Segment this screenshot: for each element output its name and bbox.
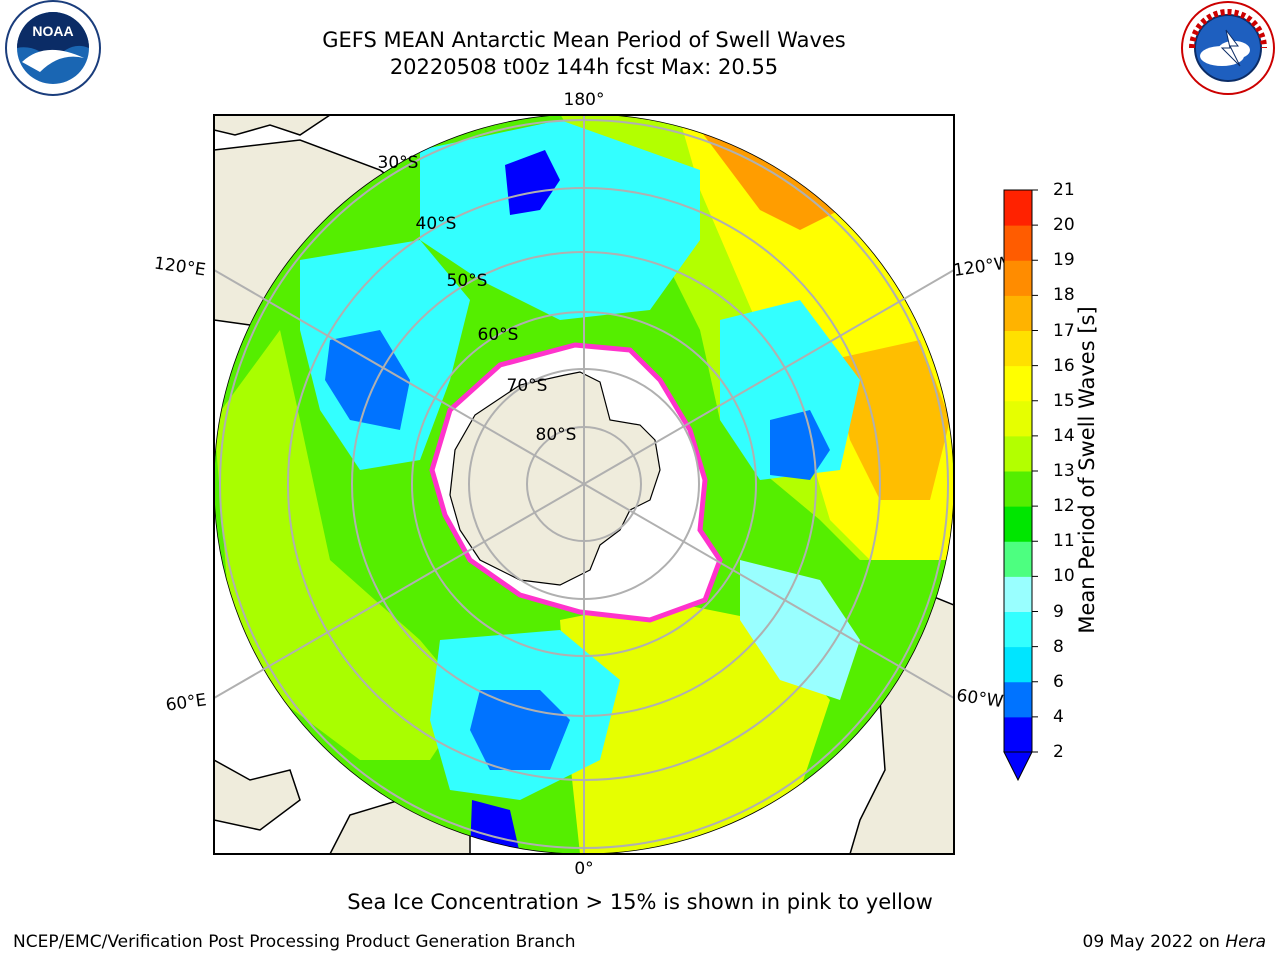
colorbar-segment xyxy=(1004,716,1032,753)
lat-label-80s: 80°S xyxy=(536,425,577,445)
colorbar-segment xyxy=(1004,330,1032,367)
footer-host: Hera xyxy=(1225,932,1266,952)
footer-credit: NCEP/EMC/Verification Post Processing Pr… xyxy=(13,932,576,952)
colorbar-segment xyxy=(1004,225,1032,261)
footer-date: 09 May 2022 on Hera xyxy=(1083,932,1267,952)
colorbar-tick-label: 4 xyxy=(1053,706,1064,727)
map-plot-area: 30°S 40°S 50°S 60°S 70°S 80°S xyxy=(214,115,954,854)
footer-date-text: 09 May 2022 on xyxy=(1082,932,1220,952)
colorbar-tick-label: 11 xyxy=(1053,531,1075,552)
colorbar-segment xyxy=(1004,295,1032,331)
lon-label-60e: 60°E xyxy=(165,690,208,715)
colorbar-tick-label: 18 xyxy=(1053,285,1075,306)
colorbar-tick-label: 16 xyxy=(1053,355,1075,376)
lat-label-30s: 30°S xyxy=(378,153,419,173)
lon-label-120w: 120°W xyxy=(952,253,1012,281)
title-line-2: 20220508 t00z 144h fcst Max: 20.55 xyxy=(389,55,779,79)
colorbar-tick-label: 13 xyxy=(1053,461,1075,481)
colorbar-tick-label: 21 xyxy=(1053,180,1075,200)
colorbar-tick-label: 14 xyxy=(1053,425,1075,446)
colorbar-tick-label: 6 xyxy=(1053,671,1064,692)
graticule xyxy=(214,115,954,854)
colorbar-tick-label: 12 xyxy=(1053,496,1075,517)
lon-label-60w: 60°W xyxy=(955,686,1004,712)
colorbar-tick-label: 2 xyxy=(1053,742,1064,762)
sea-ice-caption: Sea Ice Concentration > 15% is shown in … xyxy=(347,890,933,914)
colorbar-tick-label: 17 xyxy=(1053,320,1075,341)
colorbar-label: Mean Period of Swell Waves [s] xyxy=(1075,306,1099,634)
noaa-logo: NOAA xyxy=(5,0,101,96)
colorbar-segment xyxy=(1004,260,1032,296)
lon-label-0: 0° xyxy=(574,859,593,879)
title-line-1: GEFS MEAN Antarctic Mean Period of Swell… xyxy=(322,28,846,52)
colorbar-segment xyxy=(1004,365,1032,402)
lon-label-120e: 120°E xyxy=(153,253,207,280)
colorbar-segment xyxy=(1004,611,1032,648)
colorbar-segment xyxy=(1004,471,1032,507)
colorbar-segment xyxy=(1004,541,1032,577)
lat-label-40s: 40°S xyxy=(416,214,457,234)
colorbar-tick-label: 19 xyxy=(1053,250,1075,271)
colorbar-segment xyxy=(1004,576,1032,612)
colorbar-segment xyxy=(1004,190,1032,226)
colorbar-segment xyxy=(1004,400,1032,437)
colorbar-segment xyxy=(1004,506,1032,542)
colorbar-under-arrow xyxy=(1003,751,1033,782)
colorbar-segment xyxy=(1004,646,1032,683)
noaa-logo-text: NOAA xyxy=(32,23,73,39)
colorbar-tick-label: 10 xyxy=(1053,566,1075,587)
lat-label-60s: 60°S xyxy=(478,325,519,345)
colorbar-segment xyxy=(1004,435,1032,472)
colorbar-tick-label: 9 xyxy=(1053,601,1064,622)
lon-label-180: 180° xyxy=(564,90,605,110)
nws-logo xyxy=(1181,1,1275,95)
lat-label-70s: 70°S xyxy=(507,376,548,396)
colorbar-tick-label: 20 xyxy=(1053,215,1075,236)
colorbar-tick-label: 15 xyxy=(1053,390,1075,411)
colorbar-tick-label: 8 xyxy=(1053,636,1064,657)
map-frame xyxy=(213,114,955,855)
colorbar xyxy=(1003,189,1038,782)
lat-label-50s: 50°S xyxy=(447,271,488,291)
colorbar-segment xyxy=(1004,681,1032,718)
